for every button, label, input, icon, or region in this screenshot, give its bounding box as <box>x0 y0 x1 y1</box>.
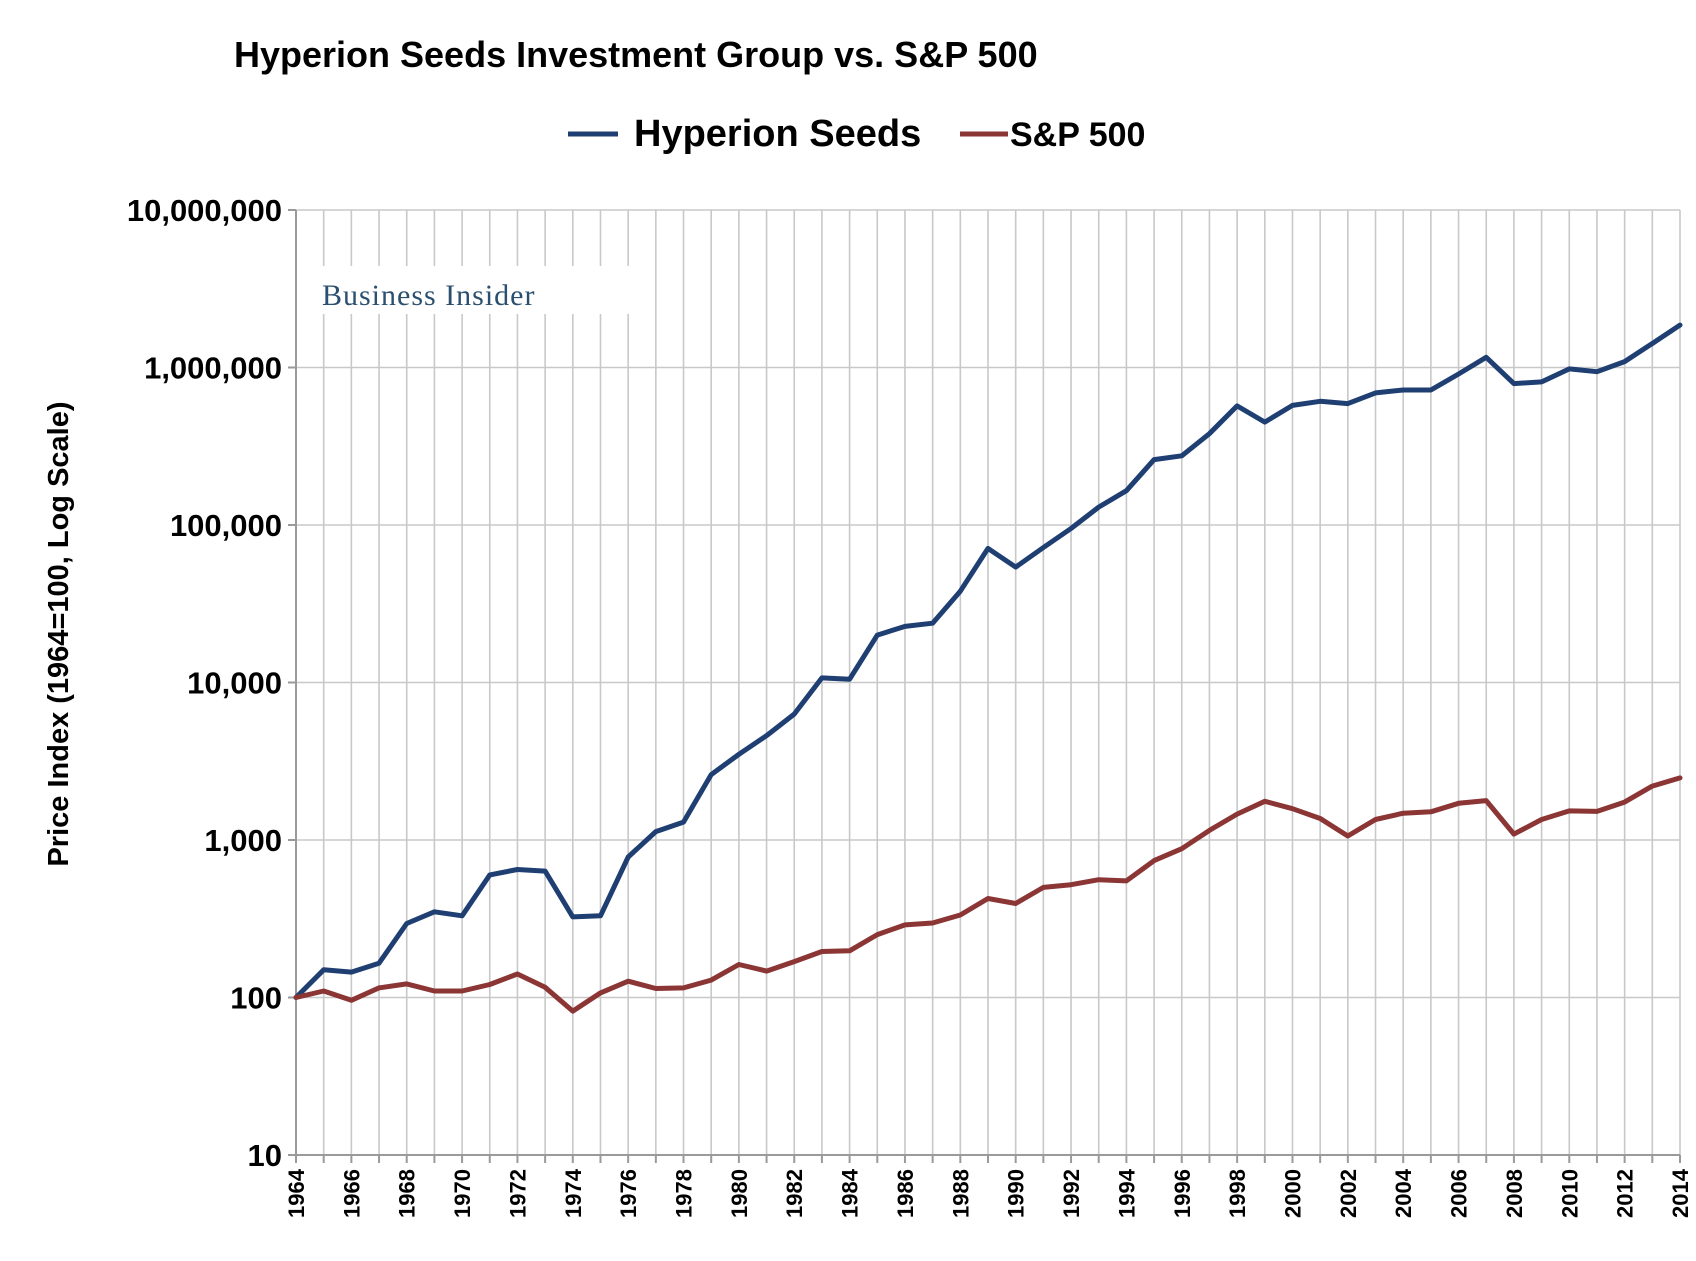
x-tick-label: 2006 <box>1447 1169 1472 1218</box>
x-tick-label: 1966 <box>339 1169 364 1218</box>
y-tick-label: 10 <box>248 1138 282 1173</box>
series <box>293 322 1683 1014</box>
x-tick-label: 1996 <box>1170 1169 1195 1218</box>
x-tick-label: 1976 <box>616 1169 641 1218</box>
y-tick-label: 10,000,000 <box>127 193 282 228</box>
x-tick-label: 2012 <box>1613 1169 1638 1218</box>
x-tick-label: 1984 <box>838 1168 863 1218</box>
y-tick-label: 1,000 <box>204 823 282 858</box>
x-tick-label: 1990 <box>1004 1169 1029 1218</box>
series-line-hyperion-seeds <box>293 322 1683 1000</box>
legend-label-sp500: S&P 500 <box>1010 116 1145 154</box>
x-tick-label: 1986 <box>893 1169 918 1218</box>
y-axis-label: Price Index (1964=100, Log Scale) <box>43 401 75 866</box>
y-tick-label: 10,000 <box>187 666 282 701</box>
x-tick-label: 1994 <box>1114 1168 1139 1218</box>
x-tick-label: 2014 <box>1668 1168 1693 1218</box>
y-tick-label: 100 <box>230 981 282 1016</box>
y-tick-label: 100,000 <box>170 508 282 543</box>
x-tick-labels: 1964 1966 1968 1970 1972 1974 1976 1978 1980 1982… <box>284 1168 1693 1218</box>
legend-label-hyperion: Hyperion Seeds <box>634 113 921 155</box>
grid <box>295 209 1681 1156</box>
x-tick-label: 2000 <box>1281 1169 1306 1218</box>
x-tick-label: 1988 <box>948 1169 973 1218</box>
chart-title: Hyperion Seeds Investment Group vs. S&P … <box>234 34 1038 75</box>
y-tick-labels: 10 100 1,000 10,000 100,000 1,000,000 10,000,0… <box>127 193 282 1173</box>
x-tick-label: 2004 <box>1391 1168 1416 1218</box>
x-tick-label: 1980 <box>727 1169 752 1218</box>
y-tick-label: 1,000,000 <box>144 351 282 386</box>
x-tick-label: 1972 <box>505 1169 530 1218</box>
x-tick-label: 2002 <box>1336 1169 1361 1218</box>
watermark-text: Business Insider <box>322 279 536 312</box>
x-tick-label: 1970 <box>450 1169 475 1218</box>
x-tick-label: 1974 <box>561 1168 586 1218</box>
watermark: Business Insider <box>312 266 632 314</box>
axes <box>288 209 1681 1163</box>
x-tick-label: 1998 <box>1225 1169 1250 1218</box>
x-tick-label: 1992 <box>1059 1169 1084 1218</box>
x-tick-label: 1968 <box>395 1169 420 1218</box>
x-tick-label: 2008 <box>1502 1169 1527 1218</box>
x-tick-label: 1982 <box>782 1169 807 1218</box>
x-tick-label: 1978 <box>672 1169 697 1218</box>
x-tick-label: 2010 <box>1557 1169 1582 1218</box>
x-tick-label: 1964 <box>284 1168 309 1218</box>
legend: Hyperion Seeds S&P 500 <box>568 113 1145 155</box>
series-line-sp500 <box>293 775 1683 1014</box>
